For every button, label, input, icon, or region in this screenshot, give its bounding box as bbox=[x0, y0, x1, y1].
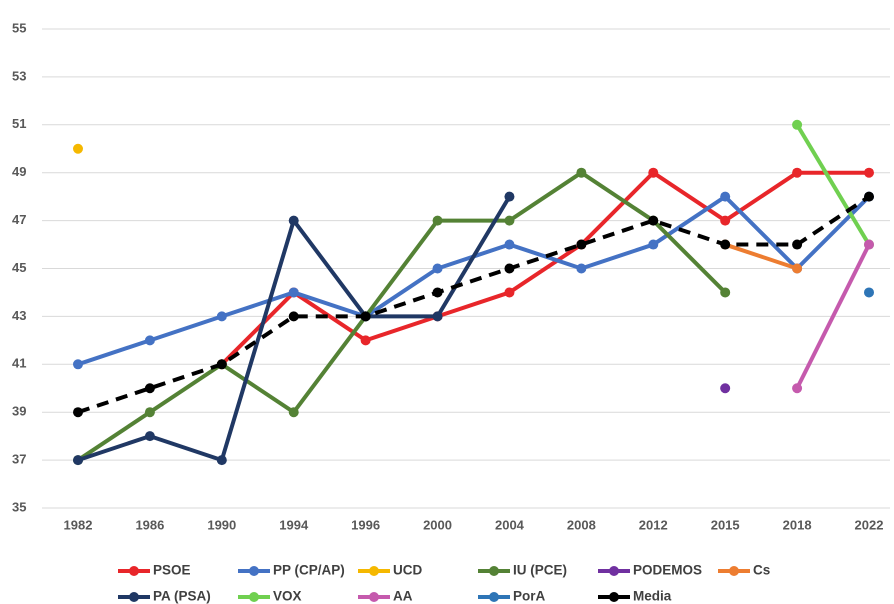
x-tick-label: 1982 bbox=[64, 517, 93, 532]
data-point bbox=[576, 239, 587, 250]
series-line bbox=[220, 170, 869, 366]
legend-dot bbox=[729, 566, 739, 576]
data-point bbox=[792, 239, 803, 250]
data-point bbox=[288, 215, 299, 226]
data-point bbox=[648, 167, 659, 178]
legend-dot bbox=[489, 566, 499, 576]
data-point bbox=[792, 167, 803, 178]
series-line bbox=[76, 170, 727, 462]
y-tick-label: 41 bbox=[12, 356, 26, 371]
data-point bbox=[720, 191, 731, 202]
legend-dot bbox=[369, 566, 379, 576]
series-line bbox=[724, 242, 798, 271]
x-tick-label: 1994 bbox=[279, 517, 309, 532]
x-tick-label: 2004 bbox=[495, 517, 525, 532]
data-point bbox=[504, 215, 515, 226]
legend-label: Media bbox=[633, 589, 672, 604]
legend-dot bbox=[129, 592, 139, 602]
x-tick-label: 2008 bbox=[567, 517, 596, 532]
x-tick-label: 2022 bbox=[855, 517, 884, 532]
data-point bbox=[432, 311, 443, 322]
data-point bbox=[360, 335, 371, 346]
data-point bbox=[216, 311, 227, 322]
series-line bbox=[77, 195, 512, 463]
data-point bbox=[504, 191, 515, 202]
y-tick-label: 55 bbox=[12, 20, 26, 35]
data-point bbox=[288, 287, 299, 298]
series-line bbox=[77, 194, 871, 415]
data-point bbox=[792, 383, 803, 394]
legend-label: PSOE bbox=[153, 563, 191, 578]
data-point bbox=[432, 287, 443, 298]
legend-label: AA bbox=[393, 589, 413, 604]
data-point bbox=[720, 239, 731, 250]
data-point bbox=[144, 407, 155, 418]
data-point bbox=[648, 215, 659, 226]
legend-label: PP (CP/AP) bbox=[273, 563, 345, 578]
data-point bbox=[648, 239, 659, 250]
data-point bbox=[720, 215, 731, 226]
data-point bbox=[73, 143, 83, 154]
data-point bbox=[216, 359, 227, 370]
data-point bbox=[720, 383, 731, 394]
y-tick-label: 49 bbox=[12, 164, 26, 179]
data-point bbox=[144, 431, 155, 442]
data-point bbox=[504, 263, 515, 274]
legend-label: VOX bbox=[273, 589, 302, 604]
y-tick-label: 45 bbox=[12, 260, 26, 275]
legend-dot bbox=[369, 592, 379, 602]
data-point bbox=[504, 239, 515, 250]
data-point bbox=[864, 239, 874, 250]
legend-label: PorA bbox=[513, 589, 546, 604]
legend-label: IU (PCE) bbox=[513, 563, 567, 578]
data-point bbox=[73, 359, 83, 370]
y-tick-label: 53 bbox=[12, 68, 26, 83]
legend-dot bbox=[489, 592, 499, 602]
legend-label: PA (PSA) bbox=[153, 589, 211, 604]
y-tick-label: 39 bbox=[12, 404, 26, 419]
legend-label: Cs bbox=[753, 563, 770, 578]
data-point bbox=[73, 407, 83, 418]
legend-label: PODEMOS bbox=[633, 563, 702, 578]
data-point bbox=[288, 311, 299, 322]
y-tick-label: 47 bbox=[12, 212, 26, 227]
x-tick-label: 1990 bbox=[207, 517, 236, 532]
data-point bbox=[432, 215, 443, 226]
data-point bbox=[288, 407, 299, 418]
legend-dot bbox=[249, 592, 259, 602]
y-tick-label: 35 bbox=[12, 499, 26, 514]
legend-label: UCD bbox=[393, 563, 422, 578]
data-point bbox=[864, 191, 874, 202]
y-tick-label: 51 bbox=[12, 116, 26, 131]
data-point bbox=[720, 287, 731, 298]
y-tick-label: 37 bbox=[12, 452, 26, 467]
data-point bbox=[864, 287, 874, 298]
data-point bbox=[576, 167, 587, 178]
x-tick-label: 1996 bbox=[351, 517, 380, 532]
data-point bbox=[864, 167, 874, 178]
series-line bbox=[795, 123, 871, 246]
data-point bbox=[216, 455, 227, 466]
data-point bbox=[73, 455, 83, 466]
data-point bbox=[576, 263, 587, 274]
data-point bbox=[504, 287, 515, 298]
x-tick-label: 2018 bbox=[783, 517, 812, 532]
x-tick-label: 1986 bbox=[135, 517, 164, 532]
data-point bbox=[792, 263, 803, 274]
data-point bbox=[360, 311, 371, 322]
x-tick-label: 2015 bbox=[711, 517, 740, 532]
x-tick-label: 2012 bbox=[639, 517, 668, 532]
x-tick-label: 2000 bbox=[423, 517, 452, 532]
legend-dot bbox=[609, 566, 619, 576]
data-point bbox=[432, 263, 443, 274]
y-tick-label: 43 bbox=[12, 308, 26, 323]
legend-dot bbox=[249, 566, 259, 576]
series-line bbox=[795, 243, 871, 390]
data-point bbox=[144, 335, 155, 346]
data-point bbox=[792, 119, 803, 130]
legend-dot bbox=[609, 592, 619, 602]
legend-dot bbox=[129, 566, 139, 576]
data-point bbox=[144, 383, 155, 394]
